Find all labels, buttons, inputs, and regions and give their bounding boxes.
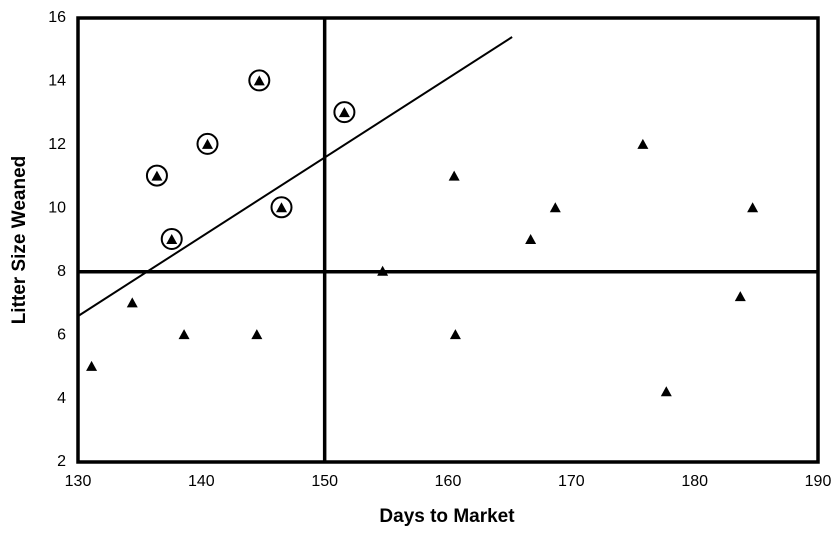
point	[660, 386, 672, 397]
point	[338, 107, 350, 118]
point	[253, 75, 265, 86]
x-tick-label: 160	[435, 473, 462, 490]
point	[178, 329, 190, 340]
x-tick-label: 190	[805, 473, 832, 490]
y-axis-title: Litter Size Weaned	[9, 156, 30, 325]
point	[525, 234, 537, 244]
point	[251, 329, 263, 340]
y-tick-label: 2	[57, 453, 66, 470]
point	[449, 329, 461, 340]
x-tick-label: 170	[558, 473, 585, 490]
x-tick-label: 150	[311, 473, 338, 490]
x-tick-label: 140	[188, 473, 215, 490]
y-tick-label: 12	[48, 136, 66, 153]
y-tick-label: 6	[57, 326, 66, 343]
point	[747, 202, 759, 213]
x-tick-label: 180	[681, 473, 708, 490]
highlight-circle	[196, 132, 219, 155]
plot-frame	[76, 16, 820, 464]
point	[276, 202, 287, 213]
point	[202, 138, 213, 149]
y-tick-label: 8	[57, 263, 66, 280]
y-tick-label: 14	[48, 73, 66, 90]
x-tick-label: 130	[65, 473, 92, 490]
point	[734, 291, 746, 302]
highlight-circle	[145, 164, 168, 187]
y-tick-label: 10	[48, 200, 66, 217]
point	[549, 202, 561, 213]
highlight-circle	[270, 196, 293, 219]
point	[126, 297, 138, 308]
y-tick-label: 4	[57, 390, 66, 407]
trend-line	[77, 36, 513, 317]
highlight-circle	[160, 228, 183, 250]
highlight-circle	[248, 69, 271, 92]
point	[377, 265, 389, 276]
point	[448, 170, 460, 181]
point	[637, 138, 649, 149]
point	[151, 170, 163, 181]
point	[166, 234, 178, 244]
point	[86, 360, 98, 371]
x-axis-title: Days to Market	[379, 506, 515, 527]
y-tick-label: 16	[48, 9, 66, 26]
highlight-circle	[333, 101, 356, 124]
